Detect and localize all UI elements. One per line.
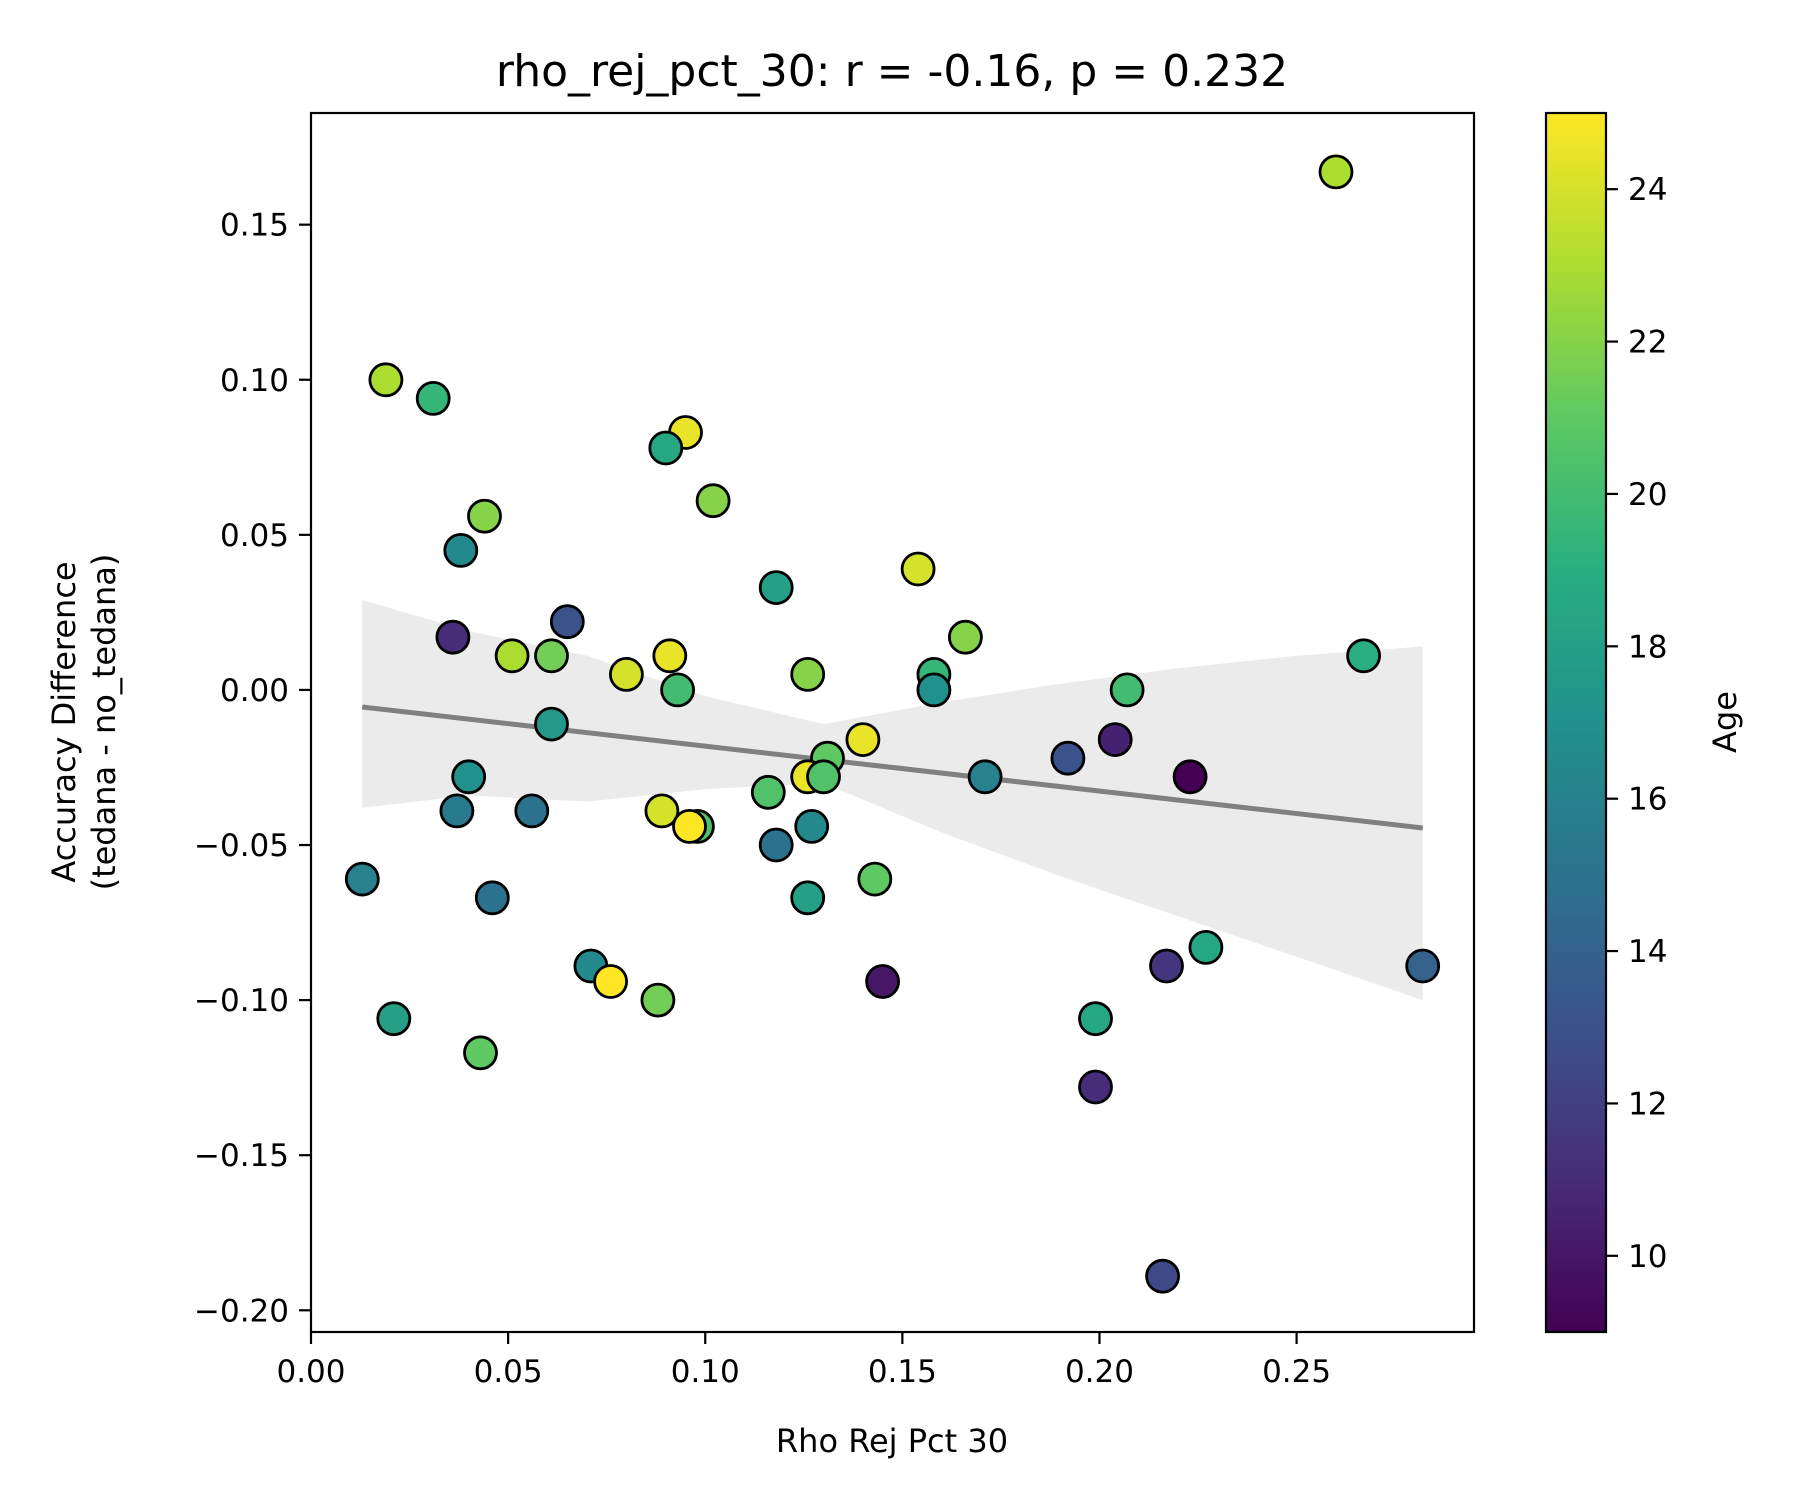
colorbar — [1544, 111, 1608, 1334]
x-tick-label: 0.00 — [276, 1354, 345, 1390]
data-point — [1097, 722, 1133, 757]
chart-title: rho_rej_pct_30: r = -0.16, p = 0.232 — [496, 46, 1288, 97]
data-point — [967, 759, 1003, 795]
data-point — [344, 861, 380, 897]
y-axis-label: Accuracy Difference (tedana - no_tedana) — [45, 554, 123, 891]
data-point — [1405, 948, 1441, 984]
data-point — [758, 570, 794, 605]
data-point — [609, 657, 644, 692]
data-point — [695, 483, 731, 519]
data-point — [534, 638, 569, 674]
data-point — [549, 604, 585, 640]
data-point — [534, 706, 569, 742]
data-point — [1050, 740, 1086, 776]
y-axis-ticks: 0.15 0.10 0.05 0.00 −0.05 −0.10 −0.15 −0.20 — [194, 208, 311, 1329]
ci-band-area — [362, 600, 1423, 1001]
data-point — [451, 759, 487, 795]
y-tick-label: −0.05 — [194, 828, 289, 864]
y-tick-label: 0.10 — [220, 363, 289, 399]
x-axis-label: Rho Rej Pct 30 — [776, 1422, 1008, 1460]
y-tick-label: −0.10 — [194, 983, 289, 1019]
plot-frame — [309, 111, 1476, 1334]
data-point — [415, 380, 451, 416]
y-tick-label: 0.05 — [220, 518, 289, 554]
y-tick-label: 0.15 — [220, 208, 289, 244]
data-point — [443, 533, 479, 568]
data-point — [640, 982, 676, 1018]
data-point — [494, 638, 530, 674]
data-point — [758, 827, 794, 863]
y-tick-label: −0.20 — [194, 1293, 289, 1329]
data-point — [794, 809, 830, 844]
x-tick-label: 0.15 — [868, 1354, 937, 1390]
data-point — [790, 657, 826, 692]
data-point — [376, 1001, 412, 1037]
data-point — [1078, 1069, 1113, 1105]
x-axis-ticks: 0.00 0.05 0.10 0.15 0.20 0.25 — [276, 1332, 1331, 1390]
data-point — [514, 793, 550, 829]
data-point — [467, 498, 502, 534]
colorbar-tick-label: 24 — [1628, 172, 1667, 208]
colorbar-ticks: 10 12 14 16 18 20 22 24 — [1606, 172, 1667, 1275]
colorbar-tick-label: 22 — [1628, 325, 1667, 361]
data-point — [900, 551, 936, 587]
confidence-band — [362, 600, 1423, 1001]
colorbar-tick-label: 16 — [1628, 782, 1667, 818]
y-tick-label: 0.00 — [220, 673, 289, 709]
data-point — [1346, 638, 1381, 674]
data-point — [672, 809, 707, 844]
data-point — [1109, 672, 1145, 708]
data-point — [463, 1035, 498, 1071]
x-tick-label: 0.05 — [474, 1354, 543, 1390]
data-point — [652, 638, 688, 674]
x-tick-label: 0.25 — [1262, 1354, 1331, 1390]
colorbar-tick-label: 20 — [1628, 477, 1667, 513]
x-tick-label: 0.20 — [1065, 1354, 1134, 1390]
y-axis-label-line-1: Accuracy Difference — [45, 561, 83, 882]
data-point — [368, 362, 404, 398]
data-point — [1318, 154, 1354, 190]
data-point — [660, 672, 695, 708]
data-point — [474, 880, 510, 916]
colorbar-label: Age — [1706, 691, 1744, 753]
data-point — [865, 964, 900, 999]
data-point — [1188, 930, 1224, 965]
colorbar-tick-label: 18 — [1628, 629, 1667, 665]
data-point — [845, 722, 881, 757]
data-point — [435, 619, 471, 655]
data-point — [806, 759, 841, 795]
data-points — [344, 154, 1441, 1294]
colorbar-tick-label: 12 — [1628, 1086, 1667, 1122]
data-point — [439, 793, 475, 829]
y-axis-label-line-2: (tedana - no_tedana) — [85, 554, 123, 891]
data-point — [790, 880, 826, 916]
data-point — [1145, 1258, 1180, 1294]
colorbar-tick-label: 10 — [1628, 1239, 1667, 1275]
data-point — [916, 672, 952, 708]
data-point — [644, 793, 680, 829]
data-point — [857, 861, 893, 897]
data-point — [1172, 759, 1208, 795]
y-tick-label: −0.15 — [194, 1138, 289, 1174]
data-point — [1078, 1001, 1113, 1037]
x-tick-label: 0.10 — [671, 1354, 740, 1390]
data-point — [648, 430, 684, 466]
data-point — [948, 619, 983, 655]
data-point — [1149, 948, 1184, 984]
data-point — [593, 964, 628, 999]
data-point — [750, 774, 786, 810]
colorbar-tick-label: 14 — [1628, 934, 1667, 970]
